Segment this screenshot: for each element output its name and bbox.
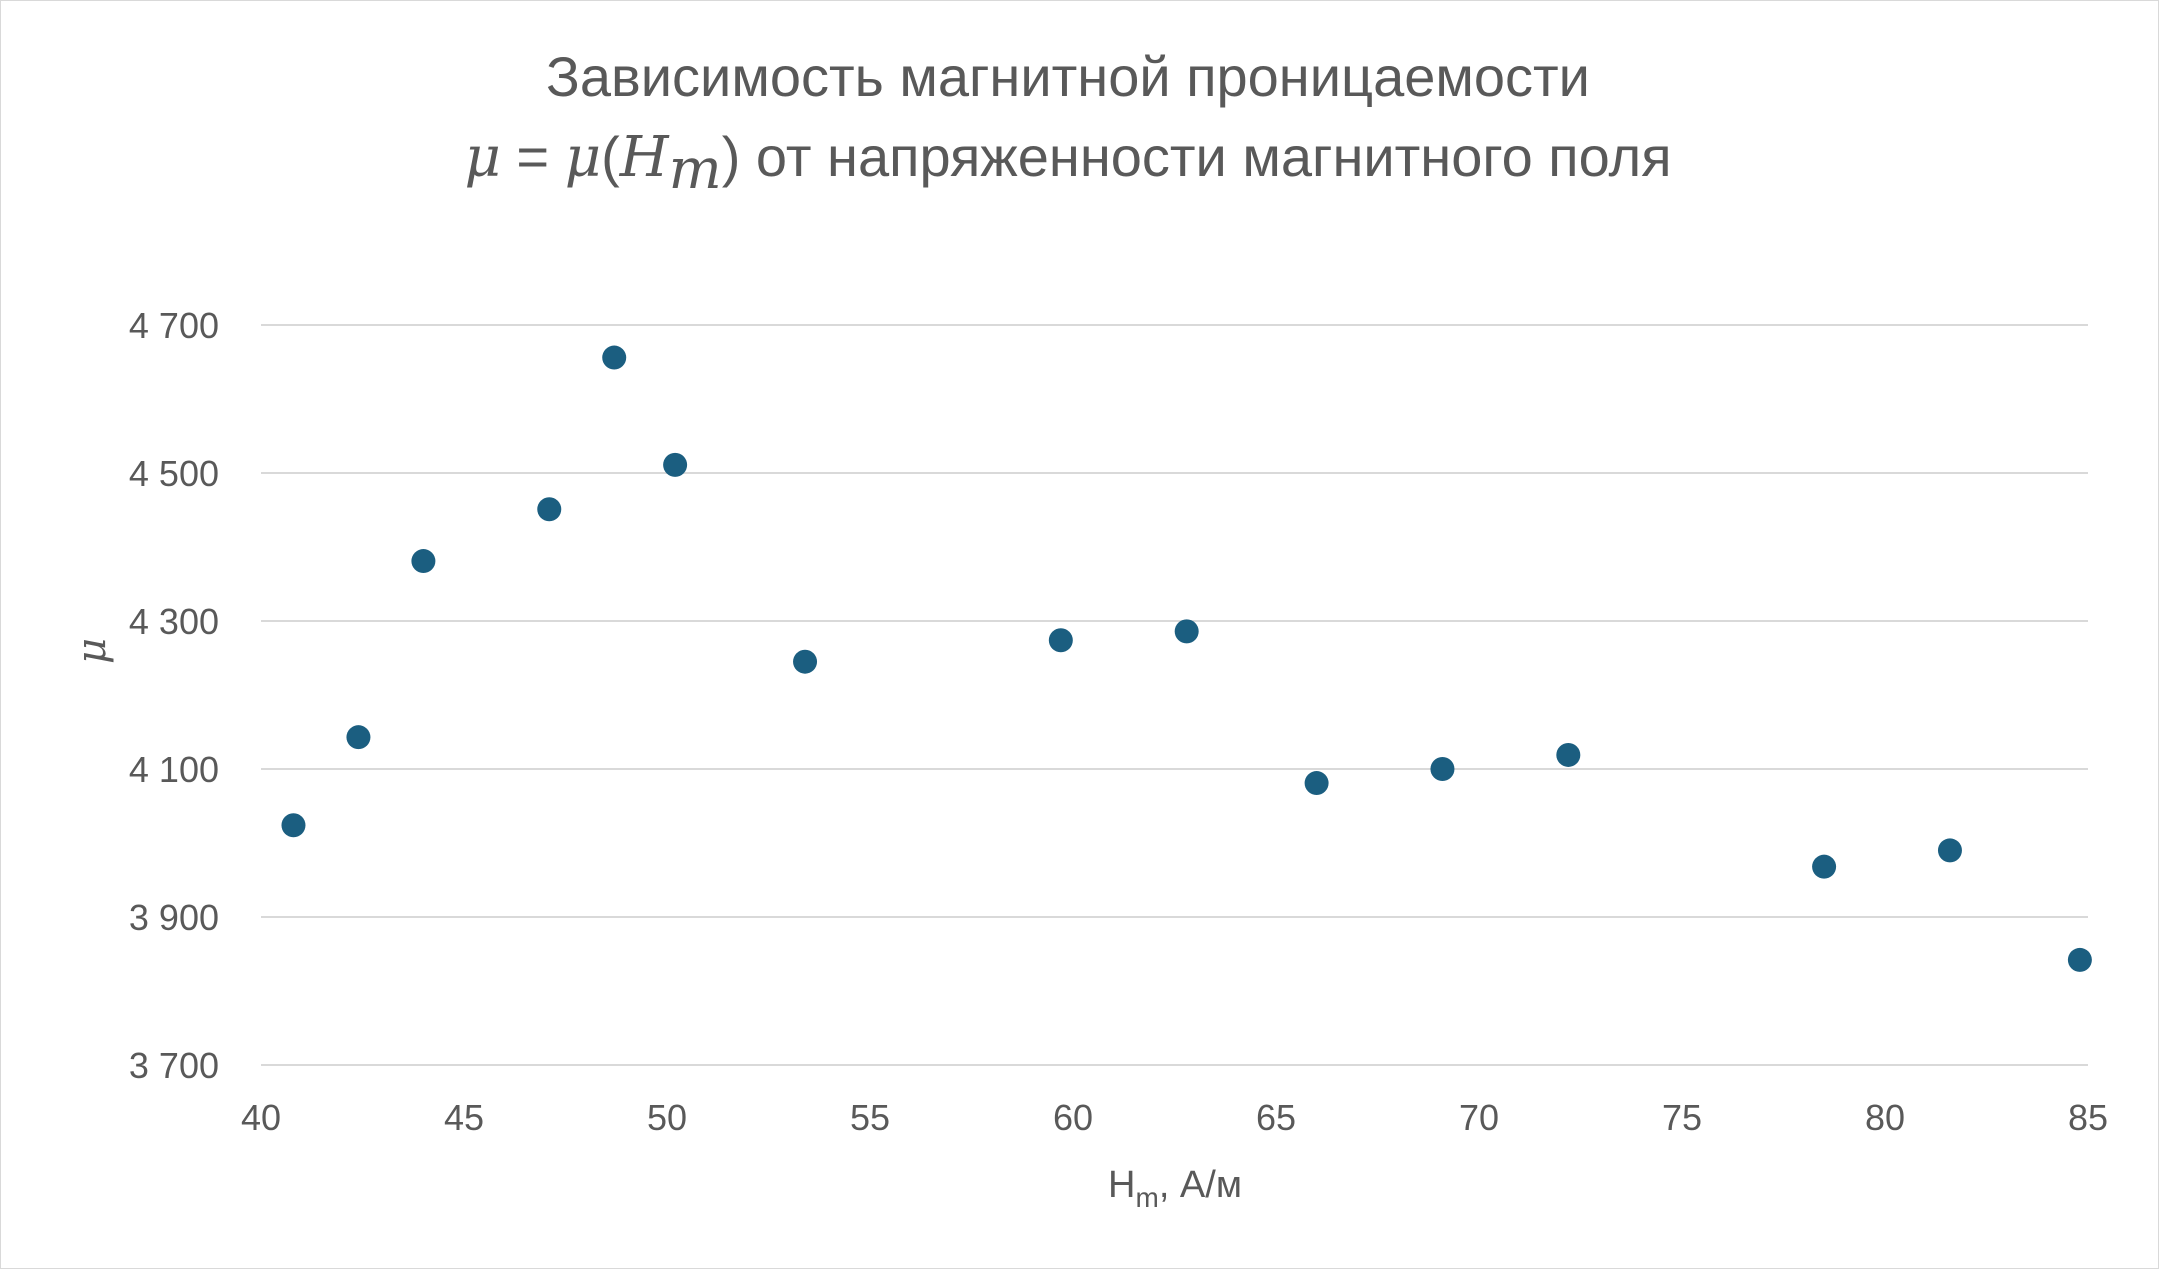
title-mu-fn: μ <box>565 125 601 190</box>
data-point <box>1304 771 1329 796</box>
chart-title-line2: μ = μ(Hm) от напряженности магнитного по… <box>464 125 1671 202</box>
y-tick-label: 4 100 <box>129 749 219 790</box>
x-tick-label: 50 <box>647 1097 687 1138</box>
x-axis-title-units: , А/м <box>1159 1164 1242 1206</box>
data-point <box>346 725 371 750</box>
y-axis-title: μ <box>69 638 115 664</box>
data-point <box>281 813 306 838</box>
chart-title-line1: Зависимость магнитной проницаемости <box>546 45 1590 108</box>
x-tick-label: 60 <box>1053 1097 1093 1138</box>
data-point <box>1812 854 1837 879</box>
x-tick-label: 65 <box>1256 1097 1296 1138</box>
y-tick-label: 3 900 <box>129 897 219 938</box>
data-point <box>1174 619 1199 644</box>
data-point <box>537 497 562 522</box>
data-point <box>663 452 688 477</box>
data-point <box>1556 742 1581 767</box>
x-axis-ticks: 40 45 50 55 60 65 70 75 80 85 <box>241 1097 2108 1138</box>
title-h-var: H <box>619 125 670 190</box>
title-h-subscript: m <box>669 137 722 202</box>
y-axis-ticks: 3 700 3 900 4 100 4 300 4 500 4 700 <box>129 305 219 1086</box>
title-equals: = <box>501 125 565 188</box>
x-tick-label: 75 <box>1662 1097 1702 1138</box>
x-axis-title-main: H <box>1108 1164 1135 1206</box>
data-point <box>1048 628 1073 653</box>
data-point <box>1937 838 1962 863</box>
x-tick-label: 45 <box>444 1097 484 1138</box>
data-point <box>1430 757 1455 781</box>
y-tick-label: 4 300 <box>129 601 219 642</box>
data-point <box>602 345 627 370</box>
x-tick-label: 70 <box>1459 1097 1499 1138</box>
x-axis-title-subscript: m <box>1135 1182 1158 1213</box>
data-points <box>281 345 2092 972</box>
x-tick-label: 40 <box>241 1097 281 1138</box>
title-mu-lhs: μ <box>464 125 500 190</box>
data-point <box>2067 947 2092 972</box>
chart-title: Зависимость магнитной проницаемости μ = … <box>464 45 1671 202</box>
x-tick-label: 85 <box>2068 1097 2108 1138</box>
x-axis-title: Hm, А/м <box>1108 1164 1242 1213</box>
x-tick-label: 55 <box>850 1097 890 1138</box>
title-rest: от напряженности магнитного поля <box>740 125 1671 188</box>
data-point <box>411 549 436 574</box>
x-tick-label: 80 <box>1865 1097 1905 1138</box>
title-open-paren: ( <box>601 125 620 188</box>
gridlines <box>261 324 2088 1066</box>
title-close-paren: ) <box>722 125 741 188</box>
data-point <box>793 649 818 674</box>
y-tick-label: 3 700 <box>129 1045 219 1086</box>
y-tick-label: 4 700 <box>129 305 219 346</box>
y-tick-label: 4 500 <box>129 453 219 494</box>
